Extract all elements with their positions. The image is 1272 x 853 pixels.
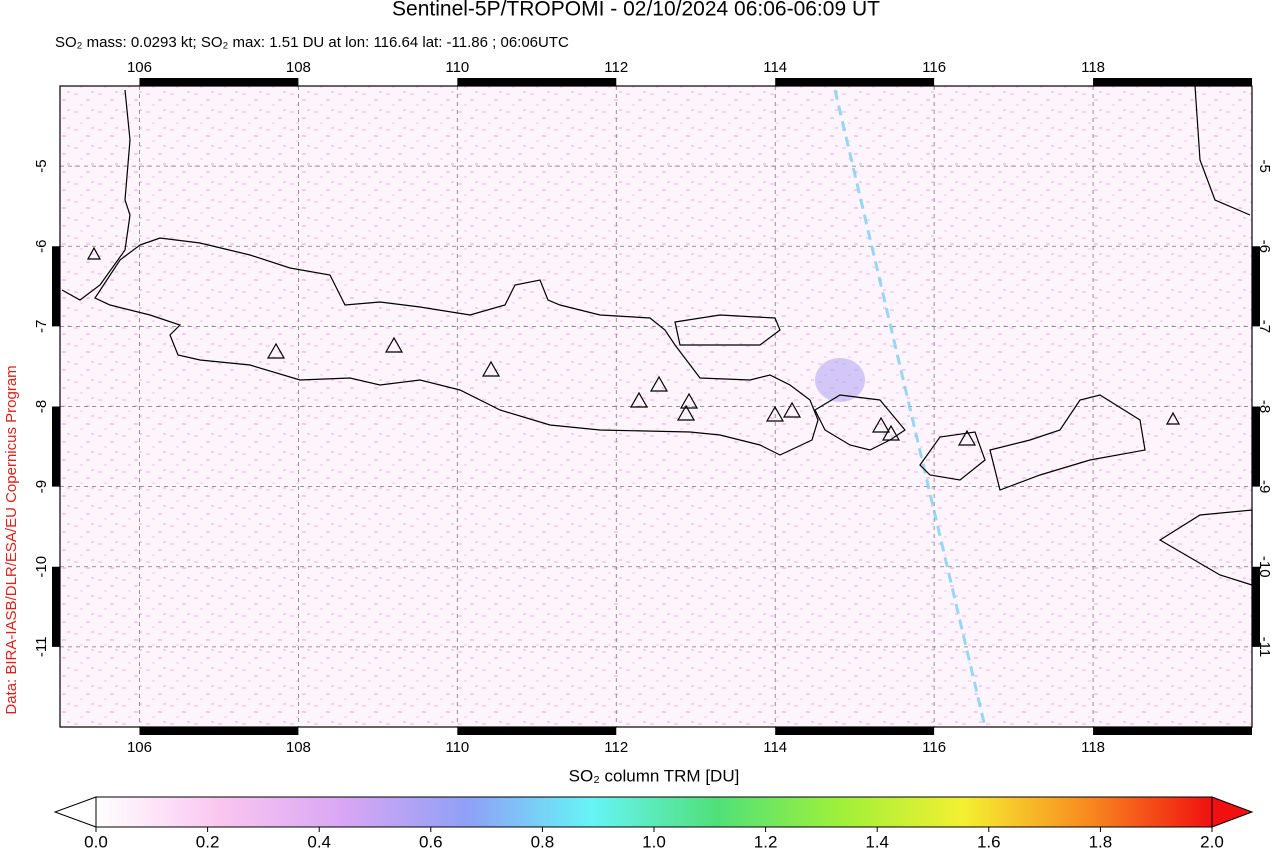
x-tick-label: 114 [763,739,787,756]
colorbar-tick-label: 0.4 [307,832,331,851]
frame-band [139,727,299,735]
java [94,237,819,456]
volcano [629,391,649,408]
colorbar-tick-label: 2.0 [1200,832,1224,851]
frame-band [457,78,617,86]
volcanoes [86,246,1181,446]
frame-band [52,566,60,647]
sumbawa [989,394,1146,491]
frame-band [1252,406,1260,487]
volcano [266,342,286,359]
subtitle: SO₂ mass: 0.0293 kt; SO₂ max: 1.51 DU at… [55,34,569,51]
volcano [676,404,696,421]
x-tick-label: 112 [604,59,628,76]
colorbar-tick-label: 1.0 [642,832,666,851]
frame-band [1093,78,1252,86]
x-tick-label: 114 [763,59,787,76]
volcano [481,360,501,377]
swath-edge [833,89,987,728]
x-tick-label: 112 [604,739,628,756]
volcano [1165,411,1181,425]
colorbar-tick-label: 0.6 [419,832,443,851]
volcano [649,375,669,392]
volcano [871,416,891,433]
colorbar: 0.0 0.2 0.4 0.6 0.8 1.0 1.2 1.4 1.6 1.8 2.0 SO₂ col… [53,766,1254,851]
volcano [384,336,404,353]
volcano [765,405,785,422]
credit: Data: BIRA-IASB/DLR/ESA/EU Copernicus Pr… [3,365,20,714]
grid [60,86,1252,727]
colorbar-ramp [95,796,1213,828]
x-tick-label: 106 [127,739,152,756]
frame-band [1252,246,1260,327]
y-tick-label: -11 [33,637,50,658]
x-tick-label: 118 [1081,739,1105,756]
colorbar-tick-label: 0.0 [84,832,108,851]
axes: 106 106 108 108 110 110 112 112 114 114 116 116 118 1… [33,59,1272,756]
colorbar-label: SO₂ column TRM [DU] [569,766,740,785]
volcano [679,392,699,409]
y-tick-label: -9 [1256,480,1272,493]
y-tick-label: -6 [33,240,50,253]
frame-band [775,727,935,735]
volcano [957,429,977,446]
x-tick-label: 108 [286,59,311,76]
x-tick-label: 110 [445,59,469,76]
volcano [881,424,901,441]
frame-band [1252,566,1260,647]
volcano [782,401,802,418]
lombok [919,431,986,481]
colorbar-high-arrow [1211,796,1254,828]
x-tick-label: 118 [1081,59,1105,76]
colorbar-tick-label: 1.8 [1089,832,1113,851]
y-tick-label: -9 [33,480,50,493]
colorbar-low-arrow [53,796,97,828]
x-tick-label: 116 [922,59,946,76]
x-tick-label: 110 [445,739,469,756]
frame-band [457,727,617,735]
colorbar-tick-label: 0.2 [196,832,220,851]
y-tick-label: -11 [1256,637,1272,658]
colorbar-tick-label: 1.6 [977,832,1001,851]
y-tick-label: -10 [1256,556,1272,578]
sumatra [61,89,131,301]
frame-band [52,246,60,327]
y-tick-label: -10 [33,556,50,578]
colorbar-tick-label: 1.4 [865,832,889,851]
x-tick-label: 106 [127,59,152,76]
frame-band [1093,727,1252,735]
so2-patch [815,358,865,402]
madura [674,314,781,346]
frame-band [52,406,60,487]
y-tick-label: -7 [33,320,50,333]
colorbar-tick-label: 0.8 [531,832,555,851]
y-tick-label: -7 [1256,320,1272,333]
frame-band [139,78,299,86]
coastlines [61,85,1253,586]
y-tick-label: -8 [1256,400,1272,413]
map-frame [59,85,1253,728]
colorbar-tick-label: 1.2 [754,832,778,851]
borneo [1194,85,1251,216]
x-tick-label: 116 [922,739,946,756]
frame-band [775,78,935,86]
y-tick-label: -6 [1256,240,1272,253]
x-tick-label: 108 [286,739,311,756]
volcano [86,246,102,260]
y-tick-label: -8 [33,400,50,413]
title: Sentinel-5P/TROPOMI - 02/10/2024 06:06-0… [392,0,880,21]
y-tick-label: -5 [1256,159,1272,172]
y-tick-label: -5 [33,159,50,172]
